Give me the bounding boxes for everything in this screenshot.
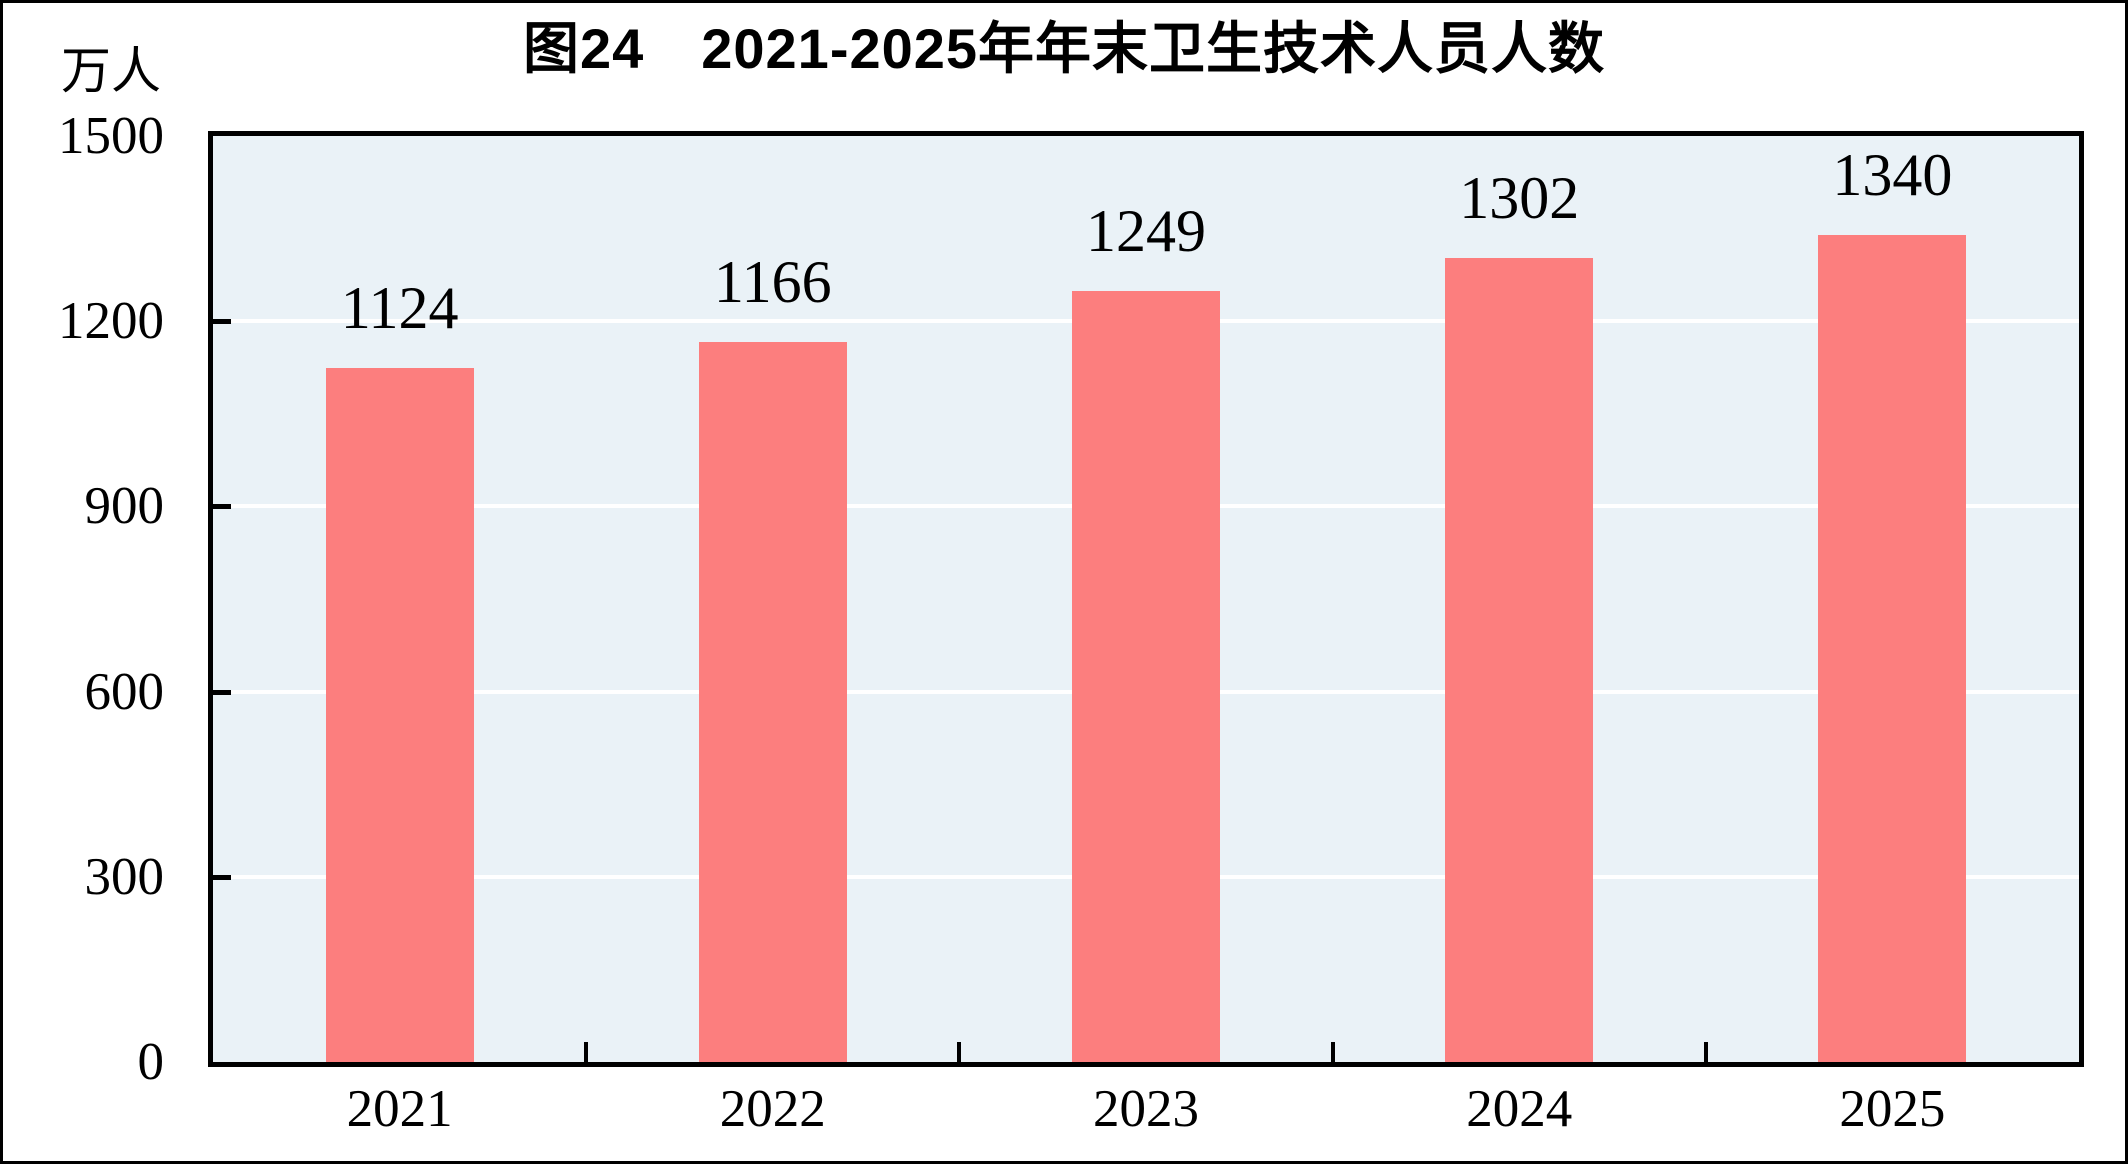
bar-value-label: 1249 bbox=[1086, 197, 1206, 264]
y-axis-tick-label: 1500 bbox=[58, 107, 164, 165]
bar-value-label: 1302 bbox=[1459, 165, 1580, 232]
bar bbox=[325, 368, 474, 1062]
bar bbox=[698, 342, 847, 1062]
y-axis-tick-mark bbox=[213, 319, 231, 325]
y-axis-tick-mark bbox=[213, 689, 231, 695]
y-axis-tick-label: 0 bbox=[137, 1033, 165, 1091]
y-axis-tick-label: 1200 bbox=[58, 292, 164, 351]
bar bbox=[1072, 290, 1220, 1062]
y-axis-tick-mark bbox=[213, 504, 231, 510]
x-axis-tick-mark bbox=[957, 1042, 962, 1062]
x-axis-tick-label: 2021 bbox=[346, 1080, 453, 1138]
x-axis-tick-mark bbox=[584, 1042, 589, 1062]
bar-value-label: 1166 bbox=[713, 249, 832, 316]
x-axis-tick-label: 2023 bbox=[1093, 1080, 1199, 1138]
bar-value-label: 1340 bbox=[1832, 141, 1953, 208]
x-axis-tick-mark bbox=[1703, 1042, 1708, 1062]
bar-value-label: 1124 bbox=[340, 275, 459, 342]
bar bbox=[1818, 234, 1967, 1062]
y-axis-tick-mark bbox=[213, 874, 231, 880]
y-axis-unit-label: 万人 bbox=[61, 43, 161, 99]
x-axis-tick-label: 2025 bbox=[1839, 1080, 1946, 1138]
bar bbox=[1445, 258, 1594, 1062]
plot-area: 1124 1166 1249 1302 1340 bbox=[208, 131, 2084, 1067]
x-axis-tick-label: 2022 bbox=[719, 1080, 826, 1138]
chart-title: 图24 2021-2025年年末卫生技术人员人数 bbox=[522, 17, 1606, 80]
y-axis-tick-label: 600 bbox=[84, 662, 165, 721]
y-axis-tick-label: 300 bbox=[84, 847, 165, 906]
x-axis-tick-mark bbox=[1330, 1042, 1335, 1062]
x-axis-tick-label: 2024 bbox=[1466, 1080, 1573, 1138]
y-axis-tick-label: 900 bbox=[84, 477, 165, 536]
